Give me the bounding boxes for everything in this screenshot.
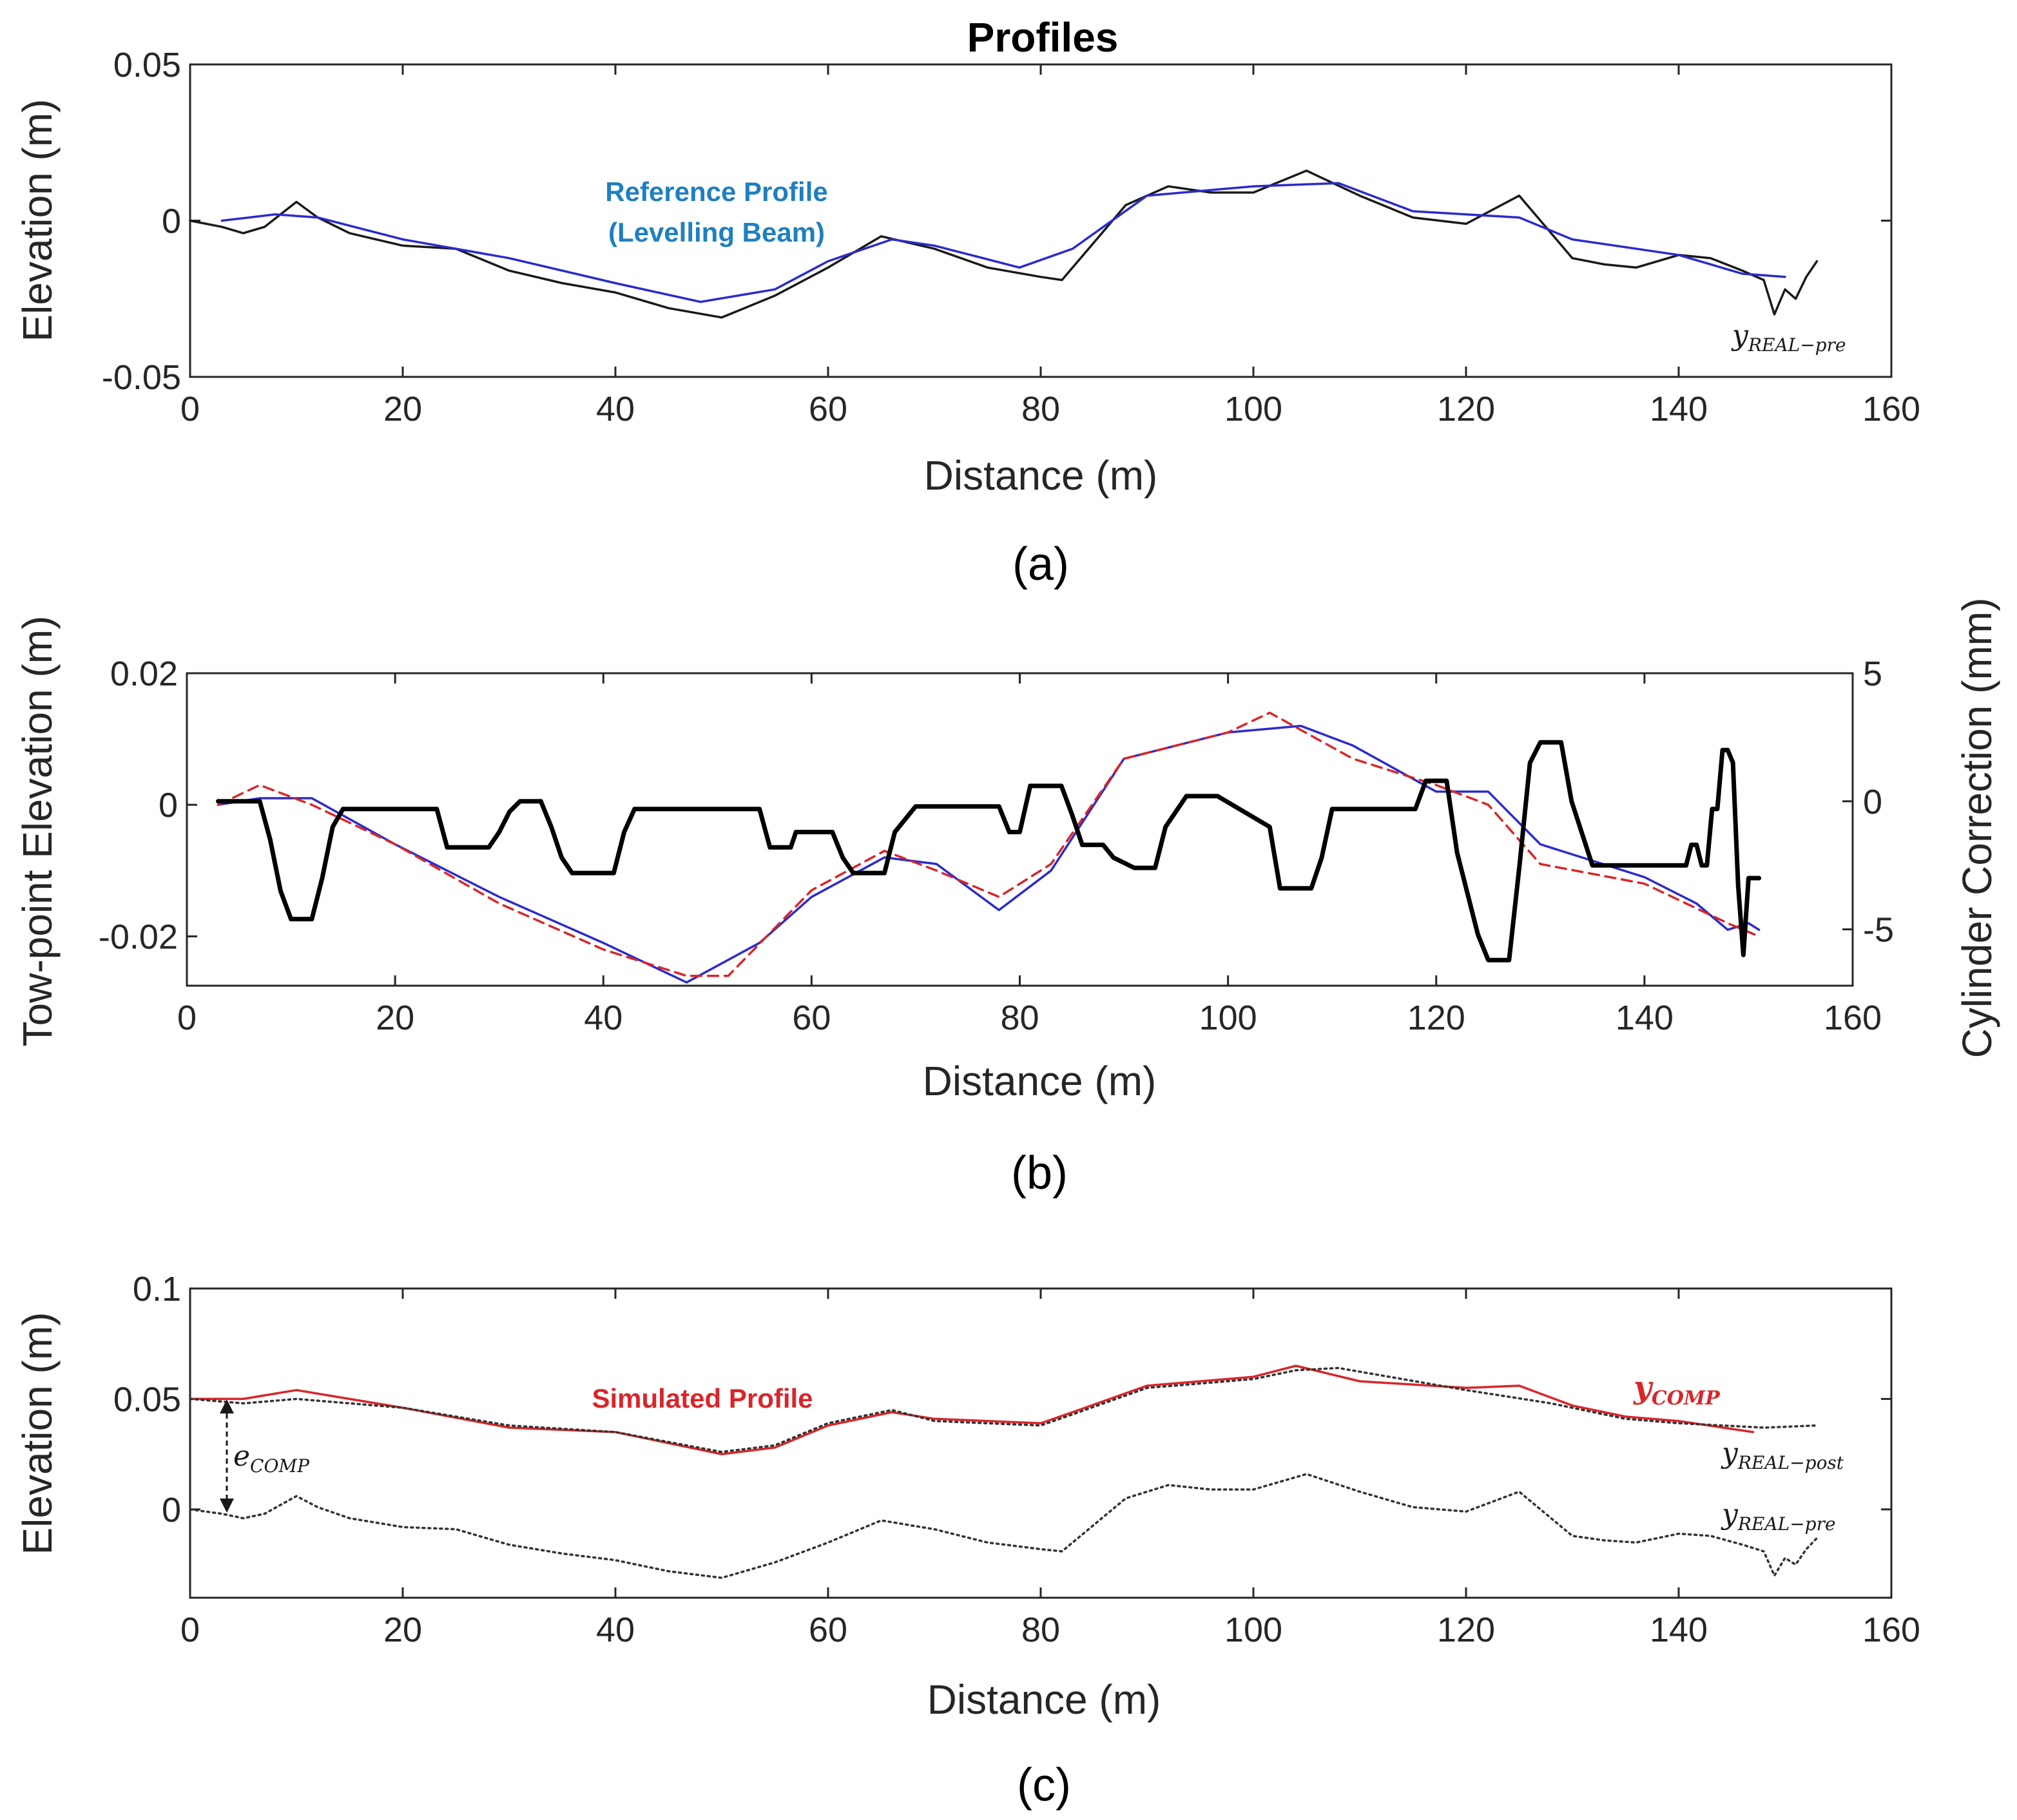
y-tick-label: 0	[159, 786, 178, 825]
panel-c-ylabel: Elevation (m)	[14, 1312, 61, 1555]
panel-b-ylabel-right: Cylinder Correction (mm)	[1954, 598, 2000, 1058]
panel-a-yticks: -0.05 0 0.05	[102, 46, 1891, 397]
panel-b-xlabel: Distance (m)	[923, 1058, 1157, 1104]
series-line-reference-profile-levelling-beam	[220, 182, 1786, 303]
e-comp-arrow	[220, 1399, 234, 1513]
figure-title: Profiles	[967, 14, 1119, 61]
y-tick-label: 0.1	[133, 1270, 181, 1308]
x-tick-label: 100	[1199, 999, 1257, 1037]
x-tick-label: 40	[596, 1611, 635, 1649]
panel-b: 0 20 40 60 80 100 120 140 160 -0.02 0 0.02 -5 0 5 Di…	[14, 598, 2000, 1199]
y-tick-label: 0.05	[113, 46, 181, 84]
series-line-y-real-post	[189, 1366, 1819, 1453]
y-real-pre-label-a: yREAL−pre	[1731, 319, 1846, 356]
x-tick-label: 60	[809, 1611, 847, 1649]
caption-c: (c)	[1017, 1759, 1071, 1811]
reference-profile-label: Reference Profile	[605, 177, 827, 207]
series-line-cylinder-correction	[216, 740, 1762, 963]
x-tick-label: 20	[376, 999, 414, 1037]
series-line-y-real-pre	[189, 169, 1819, 319]
y-right-tick-label: 5	[1863, 655, 1882, 693]
y-tick-label: -0.05	[102, 358, 181, 397]
y-right-tick-label: 0	[1863, 783, 1882, 821]
x-tick-label: 60	[809, 390, 847, 428]
x-tick-label: 120	[1437, 1611, 1495, 1649]
simulated-profile-label: Simulated Profile	[592, 1383, 813, 1413]
x-tick-label: 160	[1862, 1611, 1920, 1649]
panel-b-ylabel: Tow-point Elevation (m)	[14, 616, 61, 1047]
panel-b-yticks-right: -5 0 5	[1842, 655, 1894, 950]
x-tick-label: 100	[1224, 1611, 1282, 1649]
panel-c-series	[189, 1365, 1819, 1579]
x-tick-label: 80	[1000, 999, 1039, 1037]
x-tick-label: 120	[1407, 999, 1465, 1037]
y-tick-label: -0.02	[99, 917, 178, 956]
x-tick-label: 0	[180, 1611, 200, 1649]
levelling-beam-label: (Levelling Beam)	[608, 217, 825, 247]
caption-a: (a)	[1012, 539, 1069, 590]
y-comp-label: yCOMP	[1633, 1370, 1721, 1410]
x-tick-label: 60	[792, 999, 831, 1037]
x-tick-label: 40	[584, 999, 622, 1037]
panel-a-xlabel: Distance (m)	[924, 452, 1158, 499]
panel-a-ylabel: Elevation (m)	[14, 99, 61, 342]
x-tick-label: 140	[1616, 999, 1674, 1037]
y-right-tick-label: -5	[1863, 911, 1894, 950]
y-tick-label: 0	[162, 1491, 181, 1529]
series-line-y-comp-simulated-profile	[189, 1365, 1755, 1455]
x-tick-label: 140	[1650, 1611, 1708, 1649]
panel-c-xticks: 0 20 40 60 80 100 120 140 160	[180, 1288, 1920, 1649]
x-tick-label: 80	[1021, 390, 1060, 428]
panel-a-series	[189, 169, 1819, 319]
x-tick-label: 0	[180, 390, 200, 428]
x-tick-label: 160	[1862, 390, 1920, 428]
panel-a-xticks: 0 20 40 60 80 100 120 140 160	[180, 64, 1920, 428]
panel-b-series	[216, 711, 1762, 984]
e-comp-label: eCOMP	[233, 1440, 310, 1477]
y-tick-label: 0.02	[110, 655, 178, 693]
panel-c-xlabel: Distance (m)	[927, 1676, 1161, 1723]
panel-b-xticks: 0 20 40 60 80 100 120 140 160	[177, 673, 1882, 1037]
x-tick-label: 120	[1437, 390, 1495, 428]
y-real-pre-label-c: yREAL−pre	[1721, 1498, 1836, 1535]
panel-a: Profiles 0 20 40 60 80 100 120 140 160 -0.0500.0…	[14, 14, 1920, 590]
series-line-tow-point-elevation-measured	[217, 724, 1761, 984]
x-tick-label: 20	[383, 1611, 422, 1649]
x-tick-label: 160	[1824, 999, 1882, 1037]
panel-b-yticks: -0.02 0 0.02	[99, 655, 197, 956]
x-tick-label: 0	[177, 999, 197, 1037]
caption-b: (b)	[1011, 1147, 1068, 1199]
y-tick-label: 0	[162, 202, 181, 241]
y-real-post-label: yREAL−post	[1721, 1437, 1844, 1473]
x-tick-label: 80	[1021, 1611, 1060, 1649]
series-line-tow-point-elevation-simulated	[217, 711, 1761, 977]
series-line-y-real-pre	[189, 1473, 1819, 1579]
panel-c: 0 20 40 60 80 100 120 140 160 0 0.05 0.1 Distance …	[14, 1270, 1920, 1811]
x-tick-label: 40	[596, 390, 635, 428]
y-tick-label: 0.05	[113, 1380, 181, 1419]
x-tick-label: 140	[1650, 390, 1708, 428]
x-tick-label: 100	[1224, 390, 1282, 428]
x-tick-label: 20	[383, 390, 422, 428]
